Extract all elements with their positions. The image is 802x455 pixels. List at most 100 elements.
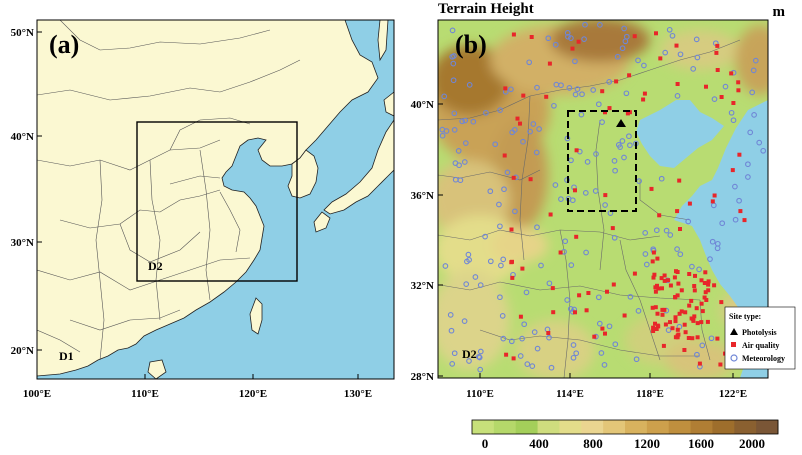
air-quality-site (653, 305, 658, 310)
air-quality-site (510, 275, 515, 280)
meteorology-site (508, 338, 515, 345)
lon-label: 110°E (131, 388, 159, 400)
meteorology-site (601, 362, 608, 368)
meteorology-site (551, 102, 557, 109)
air-quality-site (547, 61, 552, 66)
d2-label-a: D2 (148, 259, 163, 273)
meteorology-site (593, 151, 599, 157)
air-quality-site (736, 80, 741, 85)
meteorology-site (451, 110, 458, 117)
air-quality-site (576, 39, 581, 44)
meteorology-site (623, 90, 630, 97)
panel-a-lon-ticks: 100°E 110°E 120°E 130°E (23, 374, 372, 400)
air-quality-site (699, 320, 704, 325)
air-quality-site (695, 321, 700, 326)
colorbar-frame (471, 419, 779, 435)
lat-label: 40°N (11, 131, 34, 143)
meteorology-site (450, 77, 457, 84)
air-quality-site (668, 283, 673, 288)
meteorology-site (461, 318, 468, 324)
meteorology-site (448, 327, 455, 334)
meteorology-site (499, 313, 506, 319)
meteorology-site (572, 58, 578, 65)
colorbar-label: 1200 (634, 436, 660, 450)
meteorology-site (711, 96, 718, 102)
air-quality-site (689, 316, 694, 321)
meteorology-site (529, 363, 536, 369)
air-quality-site (658, 56, 663, 61)
lon-label: 114°E (556, 388, 584, 400)
panel-a-map: (a) D2 D1 50°N 40°N 30°N 20°N 100°E 110°… (11, 19, 395, 400)
meteorology-site (500, 335, 507, 342)
meteorology-site (562, 238, 569, 245)
colorbar-label: 400 (529, 436, 549, 450)
air-quality-site (673, 335, 678, 340)
air-quality-site (692, 284, 697, 288)
meteorology-site (558, 82, 564, 89)
land-taiwan (249, 297, 263, 335)
meteorology-site (477, 282, 484, 288)
air-quality-site (551, 310, 556, 315)
meteorology-site (583, 249, 589, 256)
air-quality-site (511, 356, 516, 361)
meteorology-site (447, 312, 454, 318)
air-quality-site (678, 227, 682, 231)
colorbar-swatch (559, 420, 582, 434)
meteorology-site (439, 126, 446, 133)
air-quality-site (719, 95, 724, 99)
meteorology-site (595, 294, 602, 301)
meteorology-site (570, 342, 577, 348)
meteorology-site (602, 202, 608, 208)
air-quality-site (503, 86, 508, 91)
air-quality-site (627, 73, 632, 78)
yellow-sea (674, 100, 768, 330)
meteorology-site (466, 358, 472, 364)
meteorology-site (523, 289, 530, 296)
meteorology-site (621, 154, 627, 161)
meteorology-site (615, 142, 622, 148)
meteorology-site (596, 320, 603, 327)
bohai-sea (636, 100, 724, 168)
meteorology-site (677, 51, 684, 58)
meteorology-site (667, 232, 674, 238)
lon-label: 120°E (239, 388, 267, 400)
meteorology-site (578, 111, 585, 118)
air-quality-site (660, 286, 664, 291)
meteorology-site (568, 262, 575, 268)
meteorology-site (573, 350, 580, 357)
lon-label: 110°E (466, 388, 494, 400)
meteorology-site (552, 182, 559, 188)
air-quality-site (689, 298, 694, 303)
air-quality-site (603, 331, 607, 336)
air-quality-site (574, 148, 579, 153)
meteorology-site (566, 85, 573, 91)
air-quality-site (695, 335, 700, 340)
air-quality-site (699, 301, 704, 306)
land-mainland (37, 20, 379, 377)
land-korea (287, 149, 319, 199)
air-quality-site (603, 193, 608, 198)
meteorology-site (611, 158, 618, 164)
meteorology-site (612, 341, 619, 348)
meteorology-site (728, 109, 735, 116)
meteorology-site (546, 334, 552, 341)
meteorology-site (538, 262, 544, 269)
meteorology-site (496, 201, 502, 208)
air-quality-site (509, 227, 514, 232)
meteorology-site (584, 159, 591, 165)
meteorology-site (597, 22, 603, 28)
meteorology-site (752, 57, 759, 64)
lat-label: 32°N (411, 280, 434, 292)
meteorology-site (685, 218, 692, 225)
air-quality-site (659, 276, 664, 281)
meteorology-site (450, 60, 457, 67)
admin-boundaries (37, 20, 301, 361)
air-quality-site (675, 209, 680, 214)
panel-a-label: (a) (49, 30, 79, 59)
air-quality-site (653, 289, 658, 294)
colorbar-swatch (472, 420, 495, 434)
panel-a-lat-ticks: 50°N 40°N 30°N 20°N (11, 27, 42, 357)
air-quality-site (518, 314, 523, 319)
meteorology-site (642, 251, 649, 257)
subdomain-dashed-box (567, 110, 637, 212)
